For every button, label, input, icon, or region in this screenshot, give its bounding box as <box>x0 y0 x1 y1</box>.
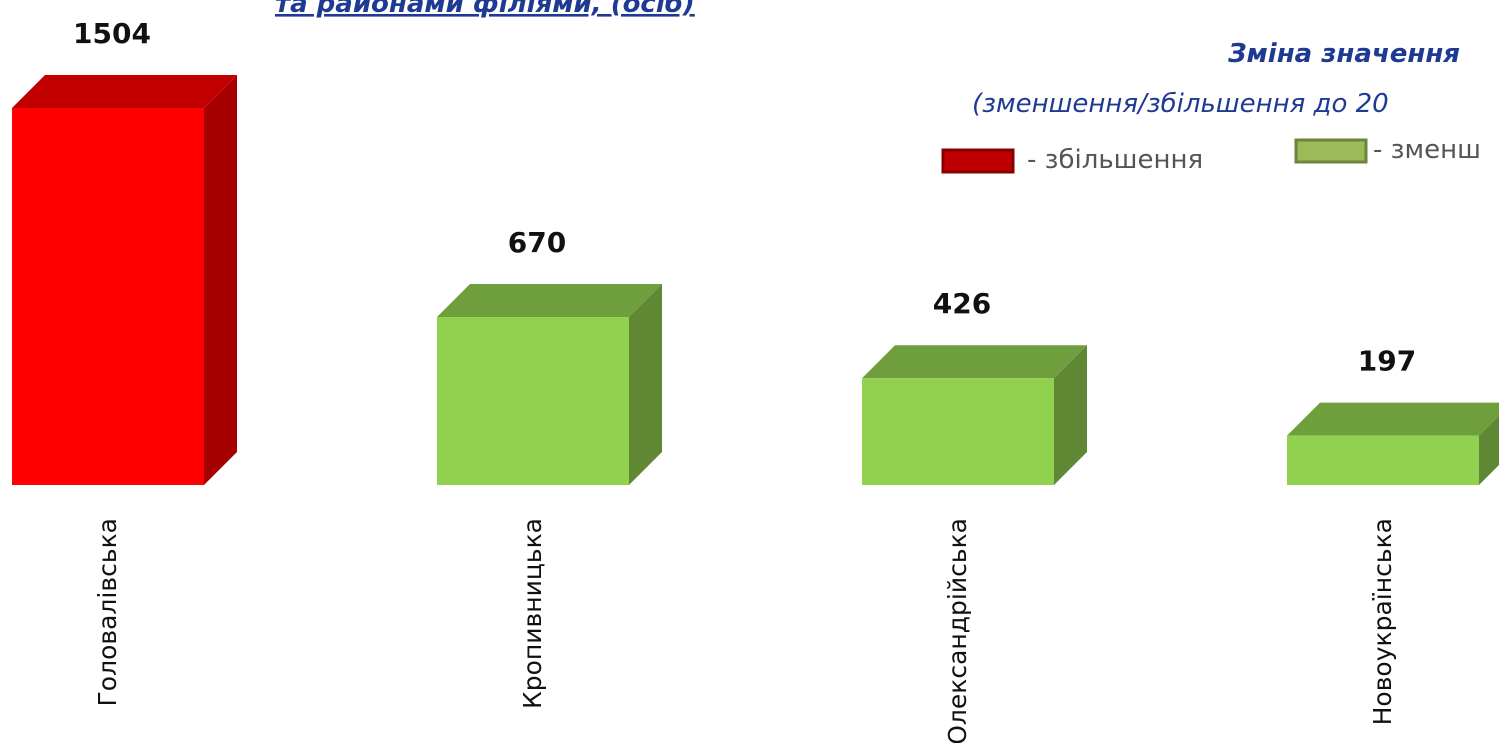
legend-subtitle: (зменшення/збільшення до 20 <box>972 89 1389 119</box>
x-tick-label: Новоукраїнська <box>1368 518 1397 725</box>
x-tick-label: Головалівська <box>93 518 122 706</box>
bar-side <box>1054 345 1087 485</box>
bar <box>862 378 1054 485</box>
x-tick-label: Кропивницька <box>518 518 547 709</box>
bar-top <box>862 345 1087 379</box>
bar-top <box>437 284 662 318</box>
bar <box>437 317 629 485</box>
value-label: 197 <box>1358 345 1416 378</box>
legend-label: - зменш <box>1373 135 1481 165</box>
bar-top <box>12 75 237 108</box>
value-label: 670 <box>508 226 566 259</box>
legend-title: Зміна значення <box>1227 39 1460 69</box>
chart-title: та районами філіями, (осіб) <box>275 0 695 19</box>
bar-side <box>629 284 662 485</box>
bar <box>12 108 204 485</box>
value-label: 1504 <box>73 17 151 50</box>
bar-top <box>1287 402 1499 436</box>
value-label: 426 <box>933 287 991 320</box>
x-tick-label: Олександрійська <box>943 518 972 743</box>
legend-swatch <box>941 148 1015 174</box>
legend-label: - збільшення <box>1027 145 1203 175</box>
legend-swatch <box>1294 138 1368 164</box>
bar <box>1287 435 1479 485</box>
bar-side <box>204 75 237 485</box>
bar-side <box>1479 415 1499 485</box>
